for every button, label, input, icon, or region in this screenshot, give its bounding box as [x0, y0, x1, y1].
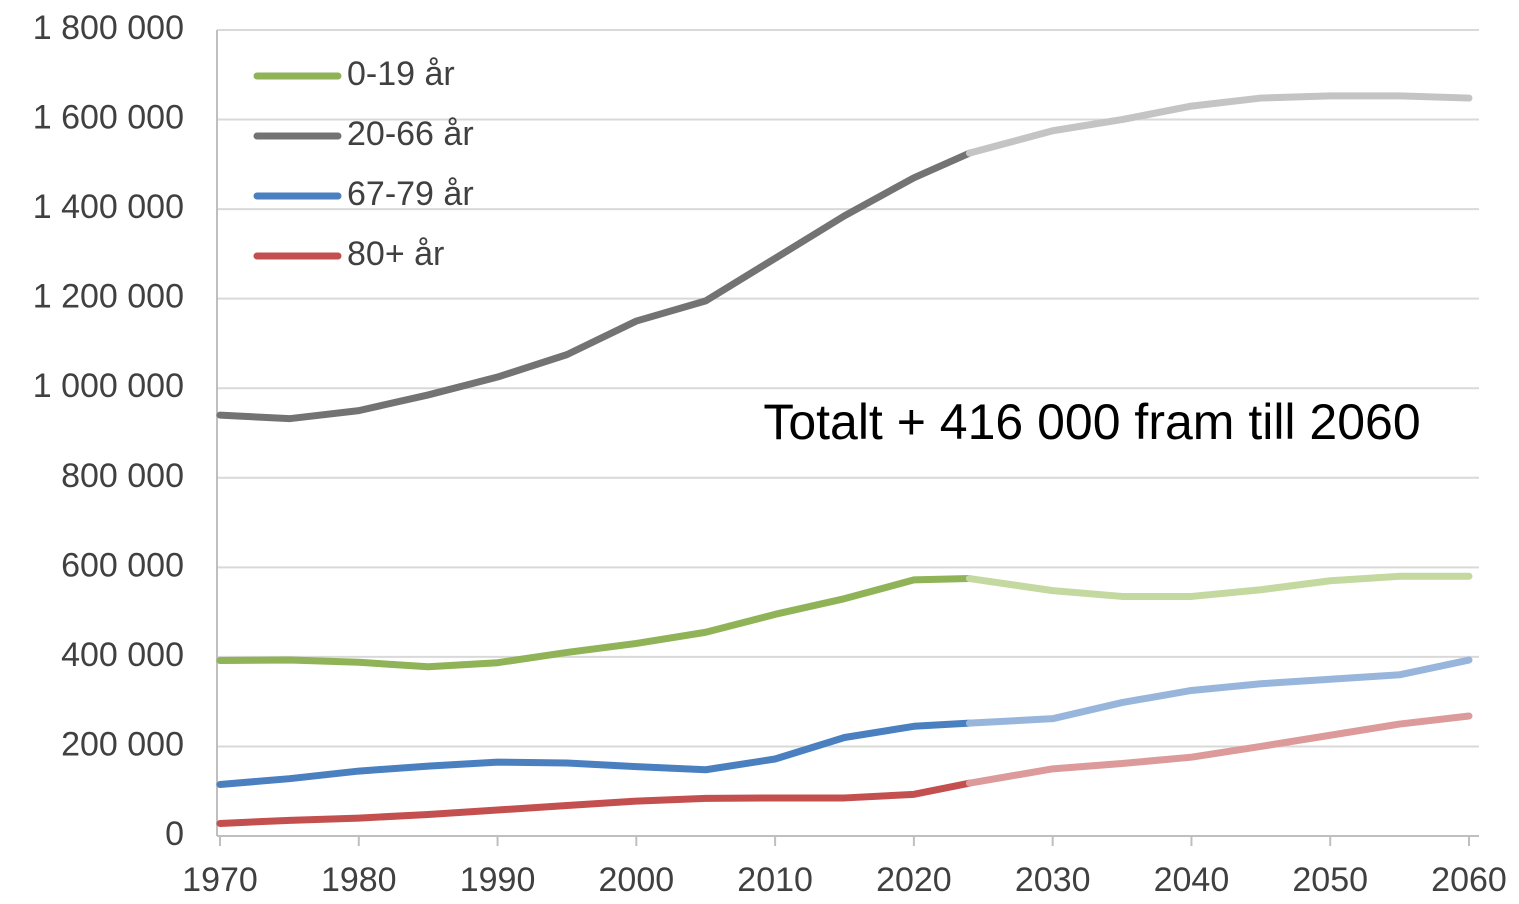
- y-tick-label: 800 000: [61, 457, 184, 495]
- series-line: [965, 572, 1473, 600]
- x-tick-label: 2060: [1431, 861, 1507, 899]
- y-tick-label: 200 000: [61, 725, 184, 763]
- series-line: [216, 149, 973, 423]
- x-tick-label: 1970: [182, 861, 258, 899]
- series-line: [216, 575, 973, 671]
- y-tick-label: 1 600 000: [33, 99, 184, 137]
- annotation: Totalt + 416 000 fram till 2060: [763, 394, 1420, 450]
- y-tick-label: 1 400 000: [33, 188, 184, 226]
- legend-label: 20-66 år: [347, 115, 474, 153]
- legend-label: 67-79 år: [347, 175, 474, 213]
- y-tick-label: 1 800 000: [33, 9, 184, 47]
- x-tick-label: 2000: [599, 861, 675, 899]
- x-tick-label: 1990: [460, 861, 536, 899]
- legend-label: 0-19 år: [347, 55, 455, 93]
- x-tick-label: 2020: [876, 861, 952, 899]
- x-tick-label: 2040: [1154, 861, 1230, 899]
- y-tick-label: 1 200 000: [33, 278, 184, 316]
- y-tick-label: 600 000: [61, 546, 184, 584]
- x-tick-label: 2030: [1015, 861, 1091, 899]
- series-line: [965, 712, 1473, 787]
- series-line: [216, 719, 973, 789]
- series-line: [216, 779, 973, 827]
- x-tick-label: 2010: [737, 861, 813, 899]
- x-tick-label: 2050: [1292, 861, 1368, 899]
- y-tick-label: 1 000 000: [33, 367, 184, 405]
- series-line: [965, 656, 1473, 727]
- y-tick-label: 0: [165, 815, 184, 853]
- legend-label: 80+ år: [347, 235, 444, 273]
- y-tick-label: 400 000: [61, 636, 184, 674]
- series-line: [965, 92, 1473, 157]
- x-tick-label: 1980: [321, 861, 397, 899]
